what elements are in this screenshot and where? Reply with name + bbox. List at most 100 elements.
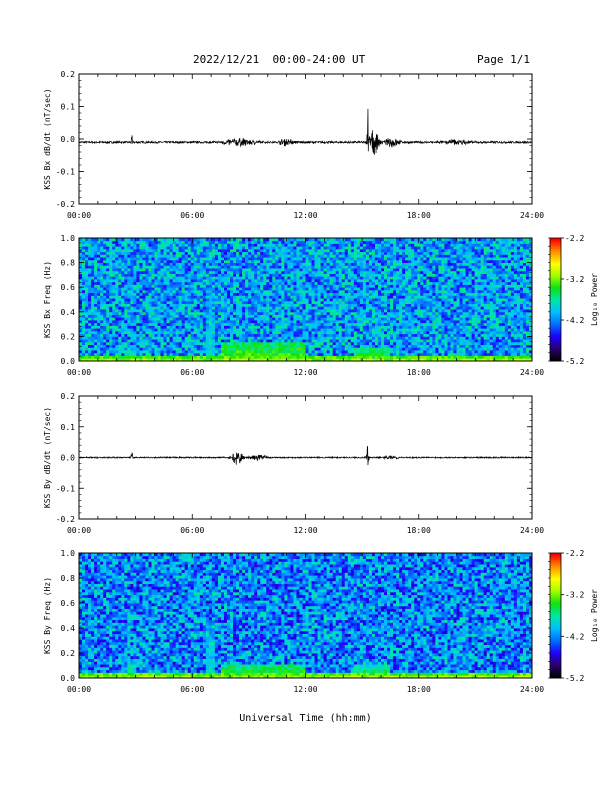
spectrogram-cell: [486, 325, 491, 329]
spectrogram-cell: [160, 287, 164, 291]
spectrogram-cell: [368, 281, 373, 285]
spectrogram-cell: [230, 270, 234, 274]
spectrogram-cell: [435, 284, 439, 288]
spectrogram-cell: [181, 306, 186, 310]
spectrogram-cell: [353, 355, 358, 359]
spectrogram-cell: [97, 281, 101, 285]
spectrogram-cell: [260, 336, 264, 340]
spectrogram-cell: [341, 339, 346, 343]
spectrogram-cell: [423, 358, 427, 362]
spectrogram-cell: [444, 300, 448, 304]
spectrogram-cell: [302, 333, 306, 337]
spectrogram-cell: [293, 352, 297, 356]
spectrogram-cell: [326, 281, 331, 285]
spectrogram-cell: [257, 341, 261, 345]
spectrogram-cell: [130, 355, 134, 359]
spectrogram-cell: [516, 333, 521, 337]
spectrogram-cell: [320, 295, 325, 299]
spectrogram-cell: [353, 295, 358, 299]
spectrogram-cell: [127, 287, 131, 291]
spectrogram-cell: [504, 322, 509, 326]
spectrogram-cell: [308, 287, 312, 291]
spectrogram-cell: [193, 314, 198, 318]
spectrogram-cell: [112, 303, 116, 307]
spectrogram-cell: [154, 355, 158, 359]
spectrogram-cell: [106, 341, 110, 345]
spectrogram-cell: [103, 328, 107, 332]
spectrogram-cell: [85, 311, 89, 315]
spectrogram-cell: [127, 295, 131, 299]
spectrogram-cell: [335, 298, 340, 302]
spectrogram-cell: [299, 352, 303, 356]
spectrogram-cell: [127, 341, 131, 345]
spectrogram-cell: [109, 298, 113, 302]
spectrogram-cell: [181, 303, 186, 307]
spectrogram-cell: [405, 281, 409, 285]
spectrogram-cell: [516, 350, 521, 354]
spectrogram-cell: [444, 309, 448, 313]
spectrogram-cell: [245, 309, 249, 313]
spectrogram-cell: [187, 309, 192, 313]
spectrogram-cell: [414, 344, 418, 348]
spectrogram-cell: [456, 311, 460, 315]
spectrogram-cell: [426, 347, 430, 351]
spectrogram-cell: [359, 300, 364, 304]
spectrogram-cell: [405, 339, 409, 343]
spectrogram-cell: [251, 309, 255, 313]
spectrogram-cell: [193, 298, 198, 302]
spectrogram-cell: [172, 279, 177, 283]
spectrogram-cell: [456, 344, 460, 348]
spectrogram-cell: [272, 333, 276, 337]
spectrogram-cell: [317, 347, 321, 351]
spectrogram-cell: [390, 344, 394, 348]
spectrogram-cell: [396, 281, 400, 285]
spectrogram-cell: [441, 336, 445, 340]
spectrogram-cell: [163, 330, 167, 335]
spectrogram-cell: [489, 325, 494, 329]
spectrogram-cell: [326, 358, 331, 362]
spectrogram-cell: [248, 350, 252, 354]
spectrogram-cell: [468, 284, 472, 288]
spectrogram-cell: [305, 328, 309, 332]
spectrogram-cell: [426, 358, 430, 362]
spectrogram-cell: [308, 306, 312, 310]
spectrogram-cell: [100, 347, 104, 351]
spectrogram-cell: [302, 292, 306, 296]
spectrogram-cell: [450, 303, 454, 307]
spectrogram-cell: [242, 322, 246, 326]
spectrogram-cell: [480, 355, 485, 359]
spectrogram-cell: [302, 276, 306, 280]
spectrogram-cell: [145, 333, 149, 337]
spectrogram-cell: [374, 317, 379, 321]
spectrogram-cell: [133, 281, 137, 285]
spectrogram-cell: [414, 292, 418, 296]
spectrogram-cell: [359, 352, 364, 356]
spectrogram-cell: [498, 281, 503, 285]
spectrogram-cell: [308, 295, 312, 299]
spectrogram-cell: [432, 281, 436, 285]
spectrogram-cell: [91, 287, 95, 291]
spectrogram-cell: [396, 298, 400, 302]
spectrogram-cell: [311, 300, 315, 304]
spectrogram-cell: [254, 314, 258, 318]
spectrogram-cell: [272, 358, 276, 362]
spectrogram-cell: [157, 355, 161, 359]
spectrogram-cell: [522, 344, 527, 348]
spectrogram-cell: [495, 295, 500, 299]
spectrogram-cell: [347, 322, 352, 326]
spectrogram-cell: [112, 350, 116, 354]
spectrogram-cell: [519, 339, 524, 343]
spectrogram-cell: [492, 303, 497, 307]
spectrogram-cell: [501, 336, 506, 340]
spectrogram-cell: [513, 333, 518, 337]
spectrogram-cell: [438, 279, 442, 283]
spectrogram-cell: [254, 292, 258, 296]
spectrogram-cell: [516, 311, 521, 315]
spectrogram-cell: [269, 276, 273, 280]
spectrogram-cell: [447, 330, 451, 335]
spectrogram-cell: [275, 279, 279, 283]
spectrogram-cell: [507, 341, 512, 345]
spectrogram-cell: [393, 347, 397, 351]
spectrogram-cell: [323, 303, 328, 307]
spectrogram-cell: [106, 328, 110, 332]
